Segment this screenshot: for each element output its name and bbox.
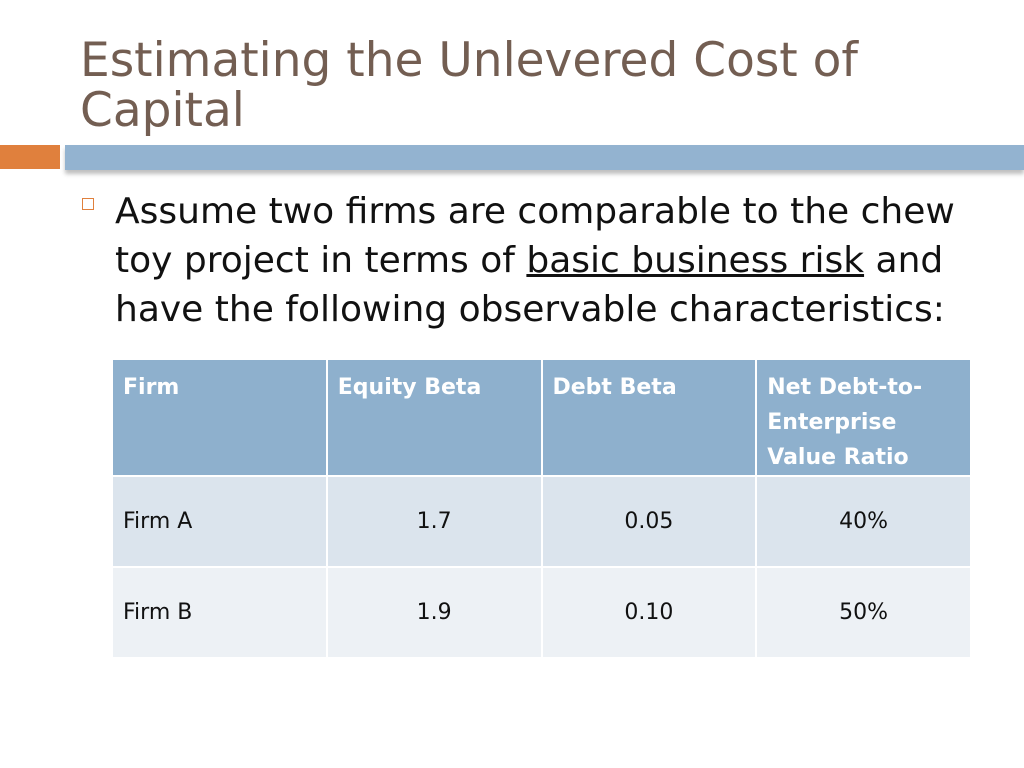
header-cell: Debt Beta [540, 358, 758, 477]
title-bar [65, 145, 1024, 170]
table-cell: Firm B [111, 566, 328, 659]
table-row: Firm A 1.7 0.05 40% [111, 475, 972, 568]
bullet-text: Assume two firms are comparable to the c… [115, 187, 975, 334]
table-cell: 40% [755, 475, 972, 568]
slide-title: Estimating the Unlevered Cost of Capital [80, 33, 858, 138]
header-cell: Net Debt-to-Enterprise Value Ratio [755, 358, 972, 477]
header-cell: Equity Beta [325, 358, 543, 477]
table-cell: Firm A [111, 475, 328, 568]
table-cell: 0.05 [540, 475, 758, 568]
text: Assume two firms are comparable to the c… [115, 191, 955, 281]
bullet-marker [82, 198, 94, 210]
table-cell: 0.10 [540, 566, 758, 659]
table-cell: 1.9 [325, 566, 543, 659]
underlined-text: basic business risk [526, 240, 865, 281]
table-cell: 50% [755, 566, 972, 659]
text: and have the following observable charac… [115, 240, 945, 330]
accent-bar [0, 145, 60, 169]
data-table: Firm Equity Beta Debt Beta Net Debt-to-Ente… [111, 358, 972, 659]
header-row: Firm Equity Beta Debt Beta Net Debt-to-Ente… [111, 358, 972, 477]
table-row: Firm B 1.9 0.10 50% [111, 566, 972, 659]
header-cell: Firm [111, 358, 328, 477]
table-cell: 1.7 [325, 475, 543, 568]
